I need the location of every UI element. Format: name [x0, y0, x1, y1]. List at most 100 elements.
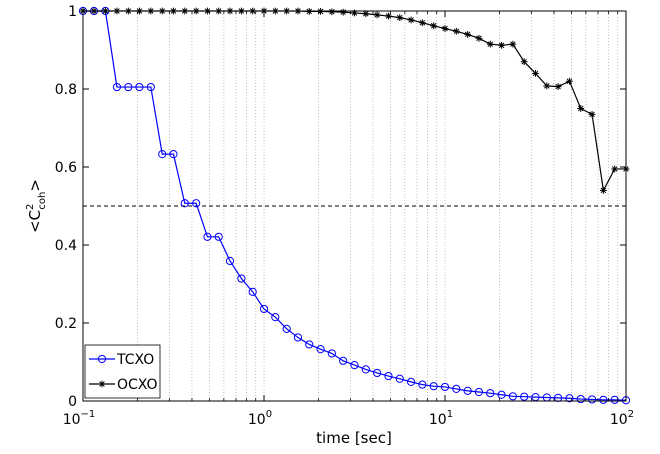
data-point-tcxo: [350, 361, 359, 370]
data-point-ocxo: [520, 58, 528, 66]
x-tick-label-base: 10: [429, 412, 447, 428]
x-tick-label: 102: [610, 409, 634, 428]
y-tick-label: 0.2: [55, 316, 77, 332]
data-point-tcxo: [158, 150, 167, 159]
series-tcxo: [78, 6, 631, 405]
legend-ocxo-asterisk: [98, 380, 106, 388]
data-point-tcxo: [361, 365, 370, 374]
data-point-tcxo: [214, 232, 223, 241]
data-point-ocxo: [577, 105, 585, 112]
x-axis-label: time [sec]: [316, 429, 392, 447]
legend: TCXO OCXO: [84, 344, 161, 399]
data-point-ocxo: [385, 12, 392, 20]
x-tick-label-exponent: −1: [81, 409, 96, 420]
data-point-tcxo: [384, 371, 393, 381]
data-point-tcxo: [192, 199, 201, 208]
data-point-tcxo: [576, 394, 585, 404]
x-tick-labels: 10−1 100 101 102: [63, 409, 634, 428]
data-point-tcxo: [520, 392, 529, 401]
data-point-tcxo: [406, 377, 416, 386]
data-point-tcxo: [339, 356, 348, 365]
axis-ticks: [82, 10, 627, 402]
data-point-ocxo: [396, 14, 404, 22]
data-point-ocxo: [599, 187, 607, 194]
data-point-tcxo: [146, 82, 155, 92]
x-tick-label: 10−1: [63, 409, 96, 428]
y-axis-label-sup: 2: [25, 204, 36, 210]
data-point-tcxo: [112, 82, 122, 92]
data-point-tcxo: [497, 390, 506, 399]
y-tick-label: 0.4: [55, 238, 77, 254]
data-point-tcxo: [418, 380, 427, 389]
y-axis-label-prefix: <C: [26, 210, 44, 233]
data-point-ocxo: [339, 8, 347, 16]
data-point-tcxo: [429, 382, 438, 391]
data-point-tcxo: [373, 368, 382, 378]
x-tick-label-base: 10: [63, 412, 81, 428]
x-tick-label-base: 10: [248, 412, 266, 428]
data-point-ocxo: [430, 22, 438, 30]
data-point-ocxo: [441, 25, 449, 32]
legend-tcxo-marker: [97, 354, 107, 364]
data-point-tcxo: [565, 394, 574, 403]
y-tick-label: 0: [68, 394, 77, 410]
data-point-ocxo: [407, 16, 415, 24]
legend-tcxo-label: TCXO: [116, 352, 154, 368]
data-point-tcxo: [237, 274, 246, 283]
data-point-ocxo: [554, 83, 562, 91]
y-tick-label: 1: [68, 4, 77, 20]
legend-box: [84, 344, 161, 399]
legend-ocxo-label: OCXO: [117, 377, 158, 393]
data-point-ocxo: [509, 40, 517, 48]
data-point-tcxo: [316, 345, 325, 354]
plot-area: [83, 11, 626, 401]
series-line-tcxo: [83, 10, 627, 401]
data-point-ocxo: [611, 165, 619, 173]
data-point-tcxo: [508, 392, 517, 401]
plot-frame: [82, 10, 627, 402]
data-point-ocxo: [475, 34, 483, 42]
data-point-ocxo: [452, 27, 460, 35]
legend-ocxo-marker: [98, 380, 106, 388]
y-tick-labels: 0 0.2 0.4 0.6 0.8 1: [55, 4, 77, 410]
data-point-tcxo: [282, 324, 291, 333]
data-point-tcxo: [463, 386, 472, 395]
data-point-tcxo: [395, 374, 404, 383]
data-point-tcxo: [225, 256, 235, 266]
data-point-tcxo: [587, 395, 597, 404]
data-point-ocxo: [328, 8, 336, 16]
x-tick-label-base: 10: [610, 412, 628, 428]
data-point-tcxo: [135, 82, 144, 92]
y-tick-label: 0.8: [55, 82, 77, 98]
data-point-ocxo: [543, 82, 551, 90]
data-point-tcxo: [440, 382, 450, 392]
data-point-tcxo: [486, 389, 495, 398]
data-point-ocxo: [418, 19, 426, 27]
data-point-tcxo: [180, 199, 189, 208]
x-tick-label: 100: [248, 409, 272, 428]
data-point-tcxo: [474, 387, 484, 397]
x-tick-label-exponent: 2: [628, 409, 634, 420]
data-point-ocxo: [532, 70, 539, 77]
data-point-tcxo: [610, 395, 619, 404]
data-point-tcxo: [327, 349, 336, 358]
data-point-tcxo: [452, 384, 461, 394]
x-tick-label: 101: [429, 409, 453, 428]
data-point-ocxo: [498, 41, 505, 49]
x-tick-label-exponent: 0: [266, 409, 272, 420]
data-point-tcxo: [293, 333, 303, 342]
data-point-tcxo: [305, 340, 314, 349]
y-tick-label: 0.6: [55, 160, 77, 176]
data-point-ocxo: [486, 40, 494, 48]
data-point-ocxo: [566, 77, 573, 85]
data-point-tcxo: [599, 395, 608, 404]
y-axis-label-suffix: >: [26, 179, 44, 192]
y-axis-label: <C2coh>: [25, 179, 48, 233]
data-point-tcxo: [169, 150, 178, 159]
y-axis-label-sub: coh: [37, 192, 48, 210]
data-point-tcxo: [203, 232, 212, 241]
data-point-ocxo: [464, 31, 472, 38]
data-point-ocxo: [588, 110, 596, 118]
x-tick-label-exponent: 1: [447, 409, 453, 420]
